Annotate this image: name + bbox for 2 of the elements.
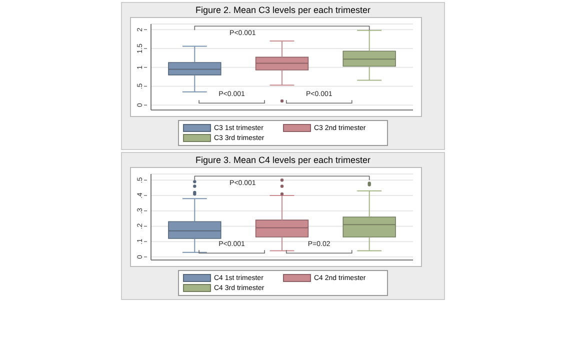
chart-title: Figure 3. Mean C4 levels per each trimester [194, 155, 372, 165]
chart-title: Figure 2. Mean C3 levels per each trimester [194, 5, 372, 15]
